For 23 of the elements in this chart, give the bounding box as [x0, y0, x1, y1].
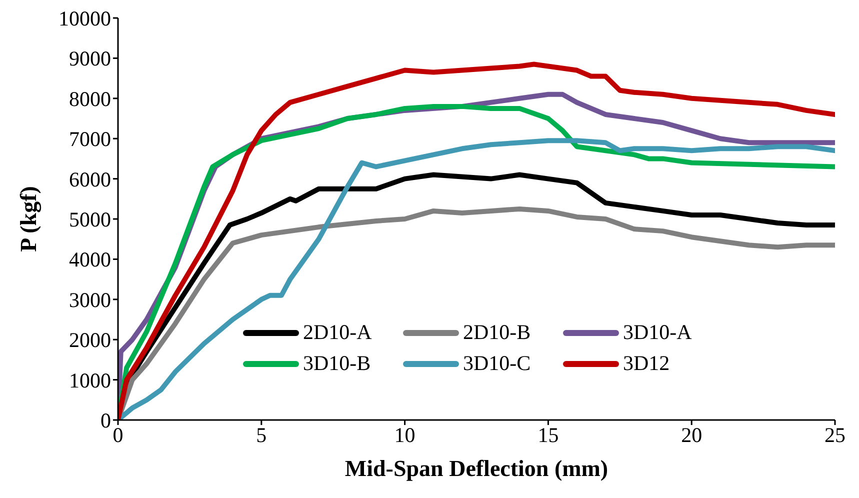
y-tick-label: 7000 [69, 127, 111, 152]
x-tick-label: 20 [681, 422, 702, 447]
x-tick-label: 10 [394, 422, 416, 447]
y-tick-label: 2000 [69, 328, 111, 352]
y-tick-label: 5000 [69, 207, 111, 232]
x-axis-title: Mid-Span Deflection (mm) [344, 456, 608, 481]
legend-label: 3D12 [623, 351, 670, 376]
y-tick-label: 6000 [69, 167, 111, 192]
y-tick-label: 4000 [69, 248, 111, 272]
y-axis-title: P (kgf) [16, 186, 42, 252]
y-tick-label: 3000 [69, 288, 111, 312]
y-tick-label: 10000 [58, 6, 111, 30]
x-tick-label: 5 [256, 422, 267, 447]
y-tick-label: 8000 [69, 86, 111, 111]
legend-label: 2D10-B [463, 320, 531, 345]
legend-label: 3D10-B [303, 351, 371, 376]
y-tick-label: 9000 [69, 46, 111, 71]
x-tick-label: 25 [824, 422, 846, 447]
legend-label: 3D10-A [623, 320, 692, 345]
y-tick-label: 1000 [69, 368, 111, 392]
x-tick-label: 15 [538, 422, 559, 447]
legend-label: 2D10-A [303, 320, 372, 345]
legend-label: 3D10-C [463, 351, 531, 376]
